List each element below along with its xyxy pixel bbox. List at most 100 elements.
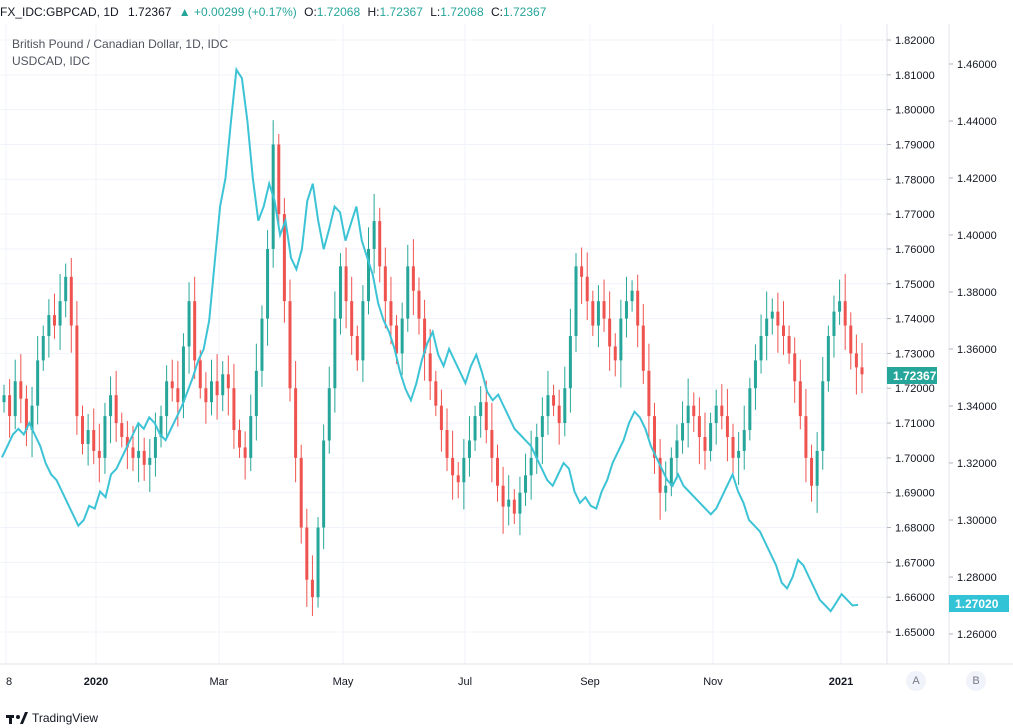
time-axis: 8 2020 Mar May Jul Sep Nov 2021 bbox=[6, 676, 853, 688]
candle-body bbox=[860, 367, 864, 375]
chart-grid bbox=[0, 24, 887, 664]
close-label: C: bbox=[491, 5, 503, 19]
candle-body bbox=[709, 423, 713, 451]
candle-body bbox=[815, 450, 819, 486]
candle-body bbox=[181, 346, 185, 403]
price-chart[interactable]: 1.82000 1.81000 1.80000 1.79000 1.78000 1.770… bbox=[0, 0, 1013, 704]
auto-scale-button[interactable]: A bbox=[906, 671, 926, 691]
candle-body bbox=[574, 266, 578, 336]
candle-body bbox=[310, 579, 314, 598]
candle-body bbox=[580, 266, 584, 277]
gbpcad-price-badge: 1.72367 bbox=[887, 367, 937, 384]
candle-body bbox=[731, 436, 735, 458]
candle-body bbox=[8, 395, 12, 417]
time-tick-label: 8 bbox=[6, 676, 12, 688]
candle-body bbox=[2, 395, 6, 403]
candle-body bbox=[540, 416, 544, 437]
candle-body bbox=[765, 318, 769, 336]
candle-body bbox=[165, 381, 169, 417]
candle-body bbox=[428, 353, 432, 382]
candle-body bbox=[249, 416, 253, 458]
open-label: O: bbox=[304, 5, 317, 19]
left-tick-label: 1.68000 bbox=[895, 523, 935, 535]
candle-body bbox=[344, 266, 348, 302]
left-tick-label: 1.76000 bbox=[895, 244, 935, 256]
last-price: 1.72367 bbox=[128, 5, 172, 19]
right-scale-button[interactable]: B bbox=[966, 671, 986, 691]
candle-body bbox=[125, 436, 129, 448]
candle-body bbox=[131, 447, 135, 458]
right-tick-label: 1.44000 bbox=[957, 116, 997, 128]
candle-body bbox=[142, 450, 146, 465]
candle-body bbox=[804, 416, 808, 458]
candle-body bbox=[64, 276, 68, 302]
candle-body bbox=[114, 395, 118, 424]
candle-body bbox=[176, 388, 180, 403]
candle-body bbox=[266, 248, 270, 319]
candle-body bbox=[770, 311, 774, 319]
left-tick-label: 1.69000 bbox=[895, 488, 935, 500]
candle-body bbox=[686, 405, 690, 424]
candle-body bbox=[697, 416, 701, 437]
candle-body bbox=[193, 301, 197, 361]
left-tick-label: 1.67000 bbox=[895, 557, 935, 569]
time-tick-label: 2021 bbox=[829, 676, 853, 688]
candle-body bbox=[439, 405, 443, 431]
left-tick-label: 1.79000 bbox=[895, 139, 935, 151]
left-tick-label: 1.70000 bbox=[895, 453, 935, 465]
candle-body bbox=[355, 336, 359, 361]
candle-body bbox=[518, 492, 522, 514]
chart-legend: British Pound / Canadian Dollar, 1D, IDC… bbox=[12, 36, 228, 70]
symbol-label[interactable]: FX_IDC:GBPCAD, 1D bbox=[0, 5, 119, 19]
tradingview-logo[interactable]: TradingView bbox=[6, 708, 98, 728]
candle-body bbox=[664, 485, 668, 493]
candle-body bbox=[793, 353, 797, 382]
candle-body bbox=[692, 405, 696, 417]
candle-body bbox=[148, 457, 152, 465]
candle-body bbox=[406, 266, 410, 319]
low-value: 1.72068 bbox=[440, 5, 484, 19]
usdcad-price-badge: 1.27020 bbox=[949, 595, 1009, 612]
left-tick-label: 1.75000 bbox=[895, 279, 935, 291]
candle-body bbox=[260, 318, 264, 371]
right-tick-label: 1.42000 bbox=[957, 173, 997, 185]
candle-body bbox=[529, 457, 533, 476]
compare-series-title: USDCAD, IDC bbox=[12, 54, 91, 68]
symbol-header: FX_IDC:GBPCAD, 1D 1.72367 ▲ +0.00299 (+0… bbox=[0, 0, 1013, 24]
candle-body bbox=[838, 301, 842, 312]
candle-body bbox=[417, 290, 421, 319]
candle-body bbox=[748, 388, 752, 431]
left-tick-label: 1.65000 bbox=[895, 627, 935, 639]
candle-body bbox=[24, 398, 28, 431]
candle-body bbox=[120, 423, 124, 437]
main-series-title: British Pound / Canadian Dollar, 1D, IDC bbox=[12, 37, 229, 51]
candle-body bbox=[826, 336, 830, 382]
candle-body bbox=[596, 301, 600, 326]
candle-body bbox=[714, 405, 718, 424]
candle-body bbox=[69, 276, 73, 326]
candle-body bbox=[322, 440, 326, 528]
left-tick-label: 1.74000 bbox=[895, 314, 935, 326]
right-tick-label: 1.34000 bbox=[957, 401, 997, 413]
candle-body bbox=[243, 447, 247, 458]
time-tick-label: May bbox=[333, 676, 354, 688]
candle-body bbox=[641, 325, 645, 371]
footer: TradingView bbox=[0, 704, 1013, 727]
candle-body bbox=[630, 290, 634, 302]
candle-body bbox=[484, 402, 488, 431]
candle-body bbox=[97, 450, 101, 458]
candle-body bbox=[821, 381, 825, 451]
candle-body bbox=[653, 416, 657, 458]
high-label: H: bbox=[367, 5, 380, 19]
candle-body bbox=[238, 430, 242, 448]
candle-body bbox=[602, 301, 606, 319]
left-tick-label: 1.78000 bbox=[895, 174, 935, 186]
close-value: 1.72367 bbox=[503, 5, 547, 19]
time-tick-label: Sep bbox=[580, 676, 600, 688]
candle-body bbox=[333, 318, 337, 389]
candle-body bbox=[781, 325, 785, 336]
candle-body bbox=[204, 388, 208, 403]
candle-body bbox=[36, 360, 40, 406]
candle-body bbox=[411, 266, 415, 291]
candle-body bbox=[170, 381, 174, 389]
